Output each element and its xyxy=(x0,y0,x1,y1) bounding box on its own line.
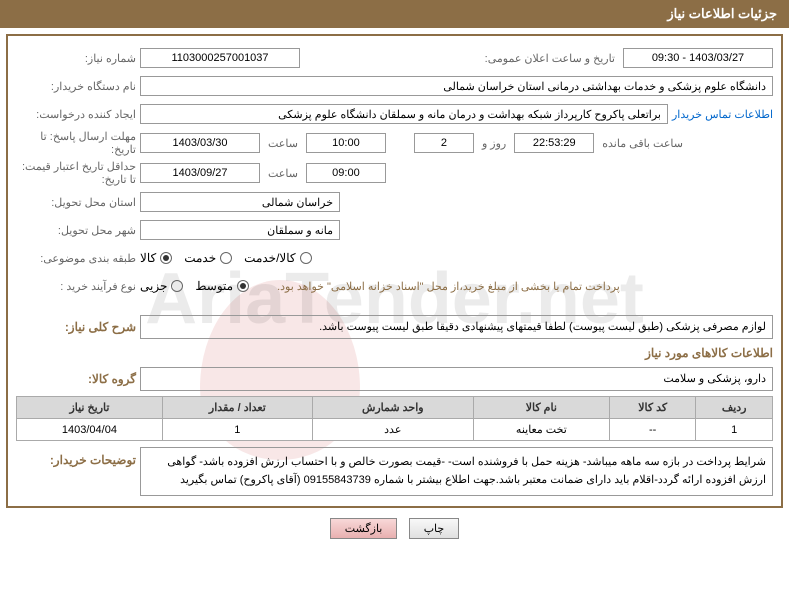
deadline-label: مهلت ارسال پاسخ: تا تاریخ: xyxy=(16,130,136,156)
validity-label: حداقل تاریخ اعتبار قیمت: تا تاریخ: xyxy=(16,160,136,186)
summary-text: لوازم مصرفی پزشکی (طبق لیست پیوست) لطفا … xyxy=(140,315,773,339)
print-button[interactable]: چاپ xyxy=(409,518,460,539)
radio-label: جزیی xyxy=(140,279,167,293)
deadline-date-field: 1403/03/30 xyxy=(140,133,260,153)
table-header-cell: ردیف xyxy=(696,397,773,419)
time-word-2: ساعت xyxy=(264,167,302,180)
radio-label: کالا xyxy=(140,251,156,265)
category-option[interactable]: کالا/خدمت xyxy=(244,251,311,265)
radio-icon[interactable] xyxy=(160,252,172,264)
buyer-notes-label: توضیحات خریدار: xyxy=(16,453,136,467)
province-label: استان محل تحویل: xyxy=(16,196,136,209)
radio-icon[interactable] xyxy=(237,280,249,292)
table-cell: 1 xyxy=(162,419,312,441)
requester-label: ایجاد کننده درخواست: xyxy=(16,108,136,121)
radio-label: خدمت xyxy=(184,251,216,265)
table-cell: 1 xyxy=(696,419,773,441)
table-cell: 1403/04/04 xyxy=(17,419,163,441)
city-label: شهر محل تحویل: xyxy=(16,224,136,237)
page-title: جزئیات اطلاعات نیاز xyxy=(667,6,777,21)
announce-field: 1403/03/27 - 09:30 xyxy=(623,48,773,68)
table-cell: تخت معاینه xyxy=(473,419,609,441)
category-option[interactable]: کالا xyxy=(140,251,172,265)
category-radio-group: کالا خدمت کالا/خدمت xyxy=(140,251,312,265)
process-radio-group: جزیی متوسط xyxy=(140,279,249,293)
countdown-field: 22:53:29 xyxy=(514,133,594,153)
buyer-org-label: نام دستگاه خریدار: xyxy=(16,80,136,93)
buyer-notes-text: شرایط پرداخت در بازه سه ماهه میباشد- هزی… xyxy=(140,447,773,496)
city-field: مانه و سملقان xyxy=(140,220,340,240)
need-no-field: 1103000257001037 xyxy=(140,48,300,68)
items-table: ردیفکد کالانام کالاواحد شمارشتعداد / مقد… xyxy=(16,396,773,441)
category-label: طبقه بندی موضوعی: xyxy=(16,252,136,265)
summary-label: شرح کلی نیاز: xyxy=(16,320,136,334)
goods-group-label: گروه کالا: xyxy=(16,372,136,386)
remaining-word: ساعت باقی مانده xyxy=(598,137,687,150)
buyer-org-field: دانشگاه علوم پزشکی و خدمات بهداشتی درمان… xyxy=(140,76,773,96)
radio-icon[interactable] xyxy=(300,252,312,264)
payment-note: پرداخت تمام یا بخشی از مبلغ خرید،از محل … xyxy=(277,280,620,293)
table-header-cell: واحد شمارش xyxy=(312,397,473,419)
table-header-cell: تعداد / مقدار xyxy=(162,397,312,419)
goods-group-field: دارو، پزشکی و سلامت xyxy=(140,367,773,391)
need-no-label: شماره نیاز: xyxy=(16,52,136,65)
contact-link[interactable]: اطلاعات تماس خریدار xyxy=(672,108,773,121)
main-frame: شماره نیاز: 1103000257001037 تاریخ و ساع… xyxy=(6,34,783,508)
radio-label: کالا/خدمت xyxy=(244,251,295,265)
radio-icon[interactable] xyxy=(220,252,232,264)
category-option[interactable]: خدمت xyxy=(184,251,232,265)
days-remaining-field: 2 xyxy=(414,133,474,153)
time-word-1: ساعت xyxy=(264,137,302,150)
table-header-cell: تاریخ نیاز xyxy=(17,397,163,419)
back-button[interactable]: بازگشت xyxy=(330,518,398,539)
validity-time-field: 09:00 xyxy=(306,163,386,183)
radio-label: متوسط xyxy=(195,279,233,293)
table-header-cell: نام کالا xyxy=(473,397,609,419)
table-header-cell: کد کالا xyxy=(609,397,695,419)
table-row: 1--تخت معاینهعدد11403/04/04 xyxy=(17,419,773,441)
province-field: خراسان شمالی xyxy=(140,192,340,212)
table-cell: -- xyxy=(609,419,695,441)
process-option[interactable]: جزیی xyxy=(140,279,183,293)
table-cell: عدد xyxy=(312,419,473,441)
process-option[interactable]: متوسط xyxy=(195,279,249,293)
goods-section-title: اطلاعات کالاهای مورد نیاز xyxy=(16,346,773,360)
validity-date-field: 1403/09/27 xyxy=(140,163,260,183)
deadline-time-field: 10:00 xyxy=(306,133,386,153)
process-label: نوع فرآیند خرید : xyxy=(16,280,136,293)
announce-label: تاریخ و ساعت اعلان عمومی: xyxy=(481,52,619,65)
requester-field: براتعلی پاکروح کارپرداز شبکه بهداشت و در… xyxy=(140,104,668,124)
page-header: جزئیات اطلاعات نیاز xyxy=(0,0,789,28)
days-word: روز و xyxy=(478,137,510,150)
radio-icon[interactable] xyxy=(171,280,183,292)
button-bar: چاپ بازگشت xyxy=(0,518,789,539)
